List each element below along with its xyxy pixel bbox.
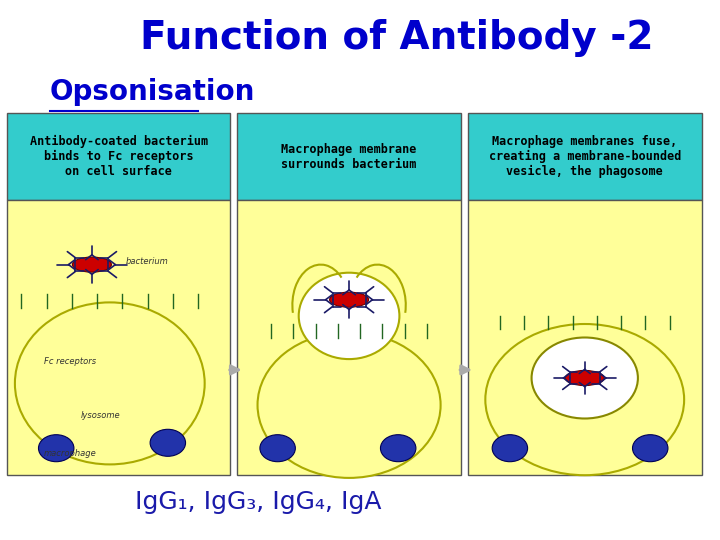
Ellipse shape xyxy=(330,292,369,307)
Circle shape xyxy=(38,435,74,462)
Bar xyxy=(7,113,230,200)
Ellipse shape xyxy=(73,257,112,272)
Ellipse shape xyxy=(258,332,441,478)
Bar xyxy=(468,200,702,475)
Ellipse shape xyxy=(565,370,604,386)
Bar xyxy=(468,113,702,200)
Text: Antibody-coated bacterium
binds to Fc receptors
on cell surface: Antibody-coated bacterium binds to Fc re… xyxy=(30,135,208,178)
Text: IgG₁, IgG₃, IgG₄, IgA: IgG₁, IgG₃, IgG₄, IgA xyxy=(135,490,381,514)
Text: macrophage: macrophage xyxy=(43,449,96,458)
Bar xyxy=(238,200,461,475)
Circle shape xyxy=(492,435,528,462)
Circle shape xyxy=(531,338,638,418)
Text: Fc receptors: Fc receptors xyxy=(43,357,96,366)
Ellipse shape xyxy=(299,273,400,359)
Text: Function of Antibody -2: Function of Antibody -2 xyxy=(140,19,654,57)
Circle shape xyxy=(632,435,668,462)
Text: lysosome: lysosome xyxy=(81,411,121,420)
Text: Macrophage membranes fuse,
creating a membrane-bounded
vesicle, the phagosome: Macrophage membranes fuse, creating a me… xyxy=(489,135,681,178)
Ellipse shape xyxy=(485,324,684,475)
Bar xyxy=(238,113,461,200)
Circle shape xyxy=(150,429,186,456)
Text: Opsonisation: Opsonisation xyxy=(50,78,255,106)
Text: bacterium: bacterium xyxy=(126,258,168,266)
Text: Macrophage membrane
surrounds bacterium: Macrophage membrane surrounds bacterium xyxy=(282,143,417,171)
Circle shape xyxy=(380,435,416,462)
Circle shape xyxy=(260,435,295,462)
Ellipse shape xyxy=(15,302,204,464)
Bar xyxy=(7,200,230,475)
